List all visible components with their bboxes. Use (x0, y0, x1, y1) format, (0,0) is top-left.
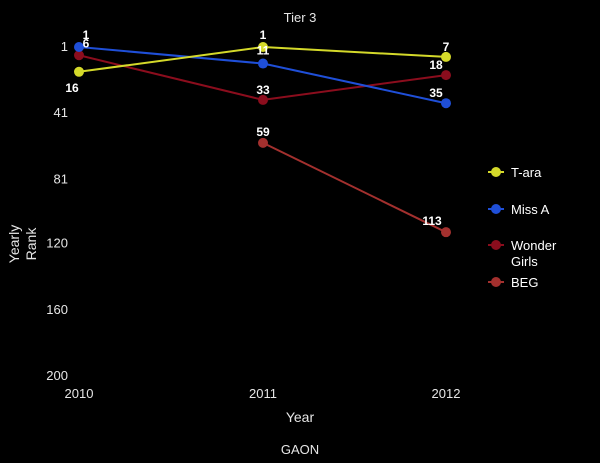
data-label: 113 (422, 214, 442, 228)
data-point (441, 227, 451, 238)
data-point (74, 66, 84, 77)
data-point (441, 98, 451, 109)
legend-label-line: Wonder (511, 238, 557, 253)
y-tick-label: 120 (46, 236, 68, 251)
y-tick-label: 200 (46, 368, 68, 383)
x-tick-label: 2010 (65, 386, 94, 401)
legend-item: T-ara (488, 165, 542, 180)
legend: T-ara Miss A Wonder Girls BEG (488, 165, 557, 290)
data-label: 1 (260, 28, 267, 42)
data-point (258, 94, 268, 105)
legend-label: BEG (511, 275, 538, 290)
y-tick-label: 160 (46, 302, 68, 317)
data-label: 18 (429, 58, 443, 72)
y-tick-label: 81 (54, 171, 68, 186)
data-label: 35 (429, 86, 443, 100)
legend-item: BEG (488, 275, 538, 290)
y-tick-label: 41 (54, 105, 68, 120)
data-label: 11 (257, 44, 270, 58)
chart-title: Tier 3 (284, 10, 317, 25)
y-tick-label: 1 (61, 39, 68, 54)
series-t-ara (74, 42, 451, 77)
series-line (262, 141, 447, 234)
x-axis-ticks: 2010 2011 2012 (65, 386, 461, 401)
data-point (74, 42, 84, 52)
y-axis-ticks: 1 41 81 120 160 200 (46, 39, 68, 383)
legend-label: T-ara (511, 165, 542, 180)
series-beg (258, 137, 451, 238)
legend-label: Miss A (511, 202, 550, 217)
legend-label-line: T-ara (511, 165, 542, 180)
data-label: 7 (443, 40, 450, 54)
legend-marker (491, 277, 501, 287)
data-point (258, 58, 268, 69)
x-tick-label: 2012 (432, 386, 461, 401)
y-axis-label-text: YearlyRank (6, 225, 39, 263)
data-point (441, 70, 451, 81)
data-label: 1 (83, 28, 90, 42)
data-label: 16 (65, 81, 79, 95)
data-label: 6 (83, 36, 90, 50)
data-point (74, 50, 84, 61)
series-wonder-girls (74, 50, 451, 105)
x-tick-label: 2011 (249, 386, 277, 401)
data-point (258, 42, 268, 52)
x-axis-label: Year (286, 409, 315, 425)
legend-label: Wonder Girls (511, 238, 557, 269)
data-label: 59 (256, 125, 270, 139)
series-miss-a (74, 42, 451, 109)
legend-item: Miss A (488, 202, 550, 217)
data-point (441, 51, 451, 62)
legend-label-line: Miss A (511, 202, 550, 217)
y-axis-label-line: Yearly (6, 225, 22, 263)
y-axis-label-line: Rank (23, 227, 39, 261)
legend-label-line: BEG (511, 275, 538, 290)
legend-marker (491, 167, 501, 177)
data-point (258, 137, 268, 148)
chart-caption: GAON (281, 442, 319, 457)
data-label: 33 (256, 83, 270, 97)
y-axis-label: YearlyRank (6, 225, 39, 263)
legend-item: Wonder Girls (488, 238, 557, 269)
legend-label-line: Girls (511, 254, 538, 269)
legend-marker (491, 204, 501, 214)
legend-marker (491, 240, 501, 250)
